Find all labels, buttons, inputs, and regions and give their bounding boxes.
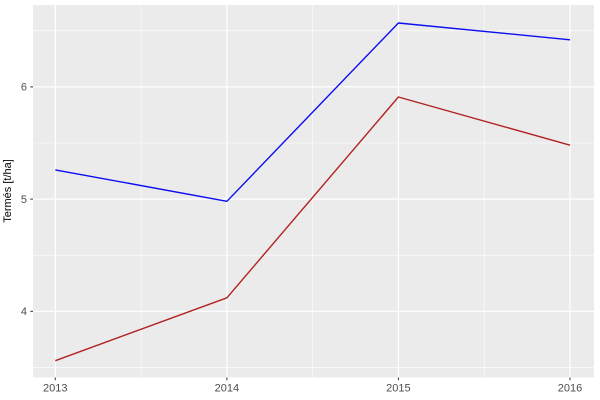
- series-red-line: [55, 96, 571, 362]
- y-axis-title: Termés [t/ha]: [2, 159, 14, 223]
- y-tick-label: 5: [21, 194, 27, 206]
- y-tick-label: 6: [21, 82, 27, 94]
- x-tick-label: 2014: [215, 382, 239, 394]
- x-tick-label: 2015: [386, 382, 410, 394]
- y-tick-label: 4: [21, 306, 27, 318]
- x-tick-label: 2013: [43, 382, 67, 394]
- series-blue-line: [55, 22, 571, 203]
- x-tick-label: 2016: [558, 382, 582, 394]
- panel-background: [33, 5, 594, 378]
